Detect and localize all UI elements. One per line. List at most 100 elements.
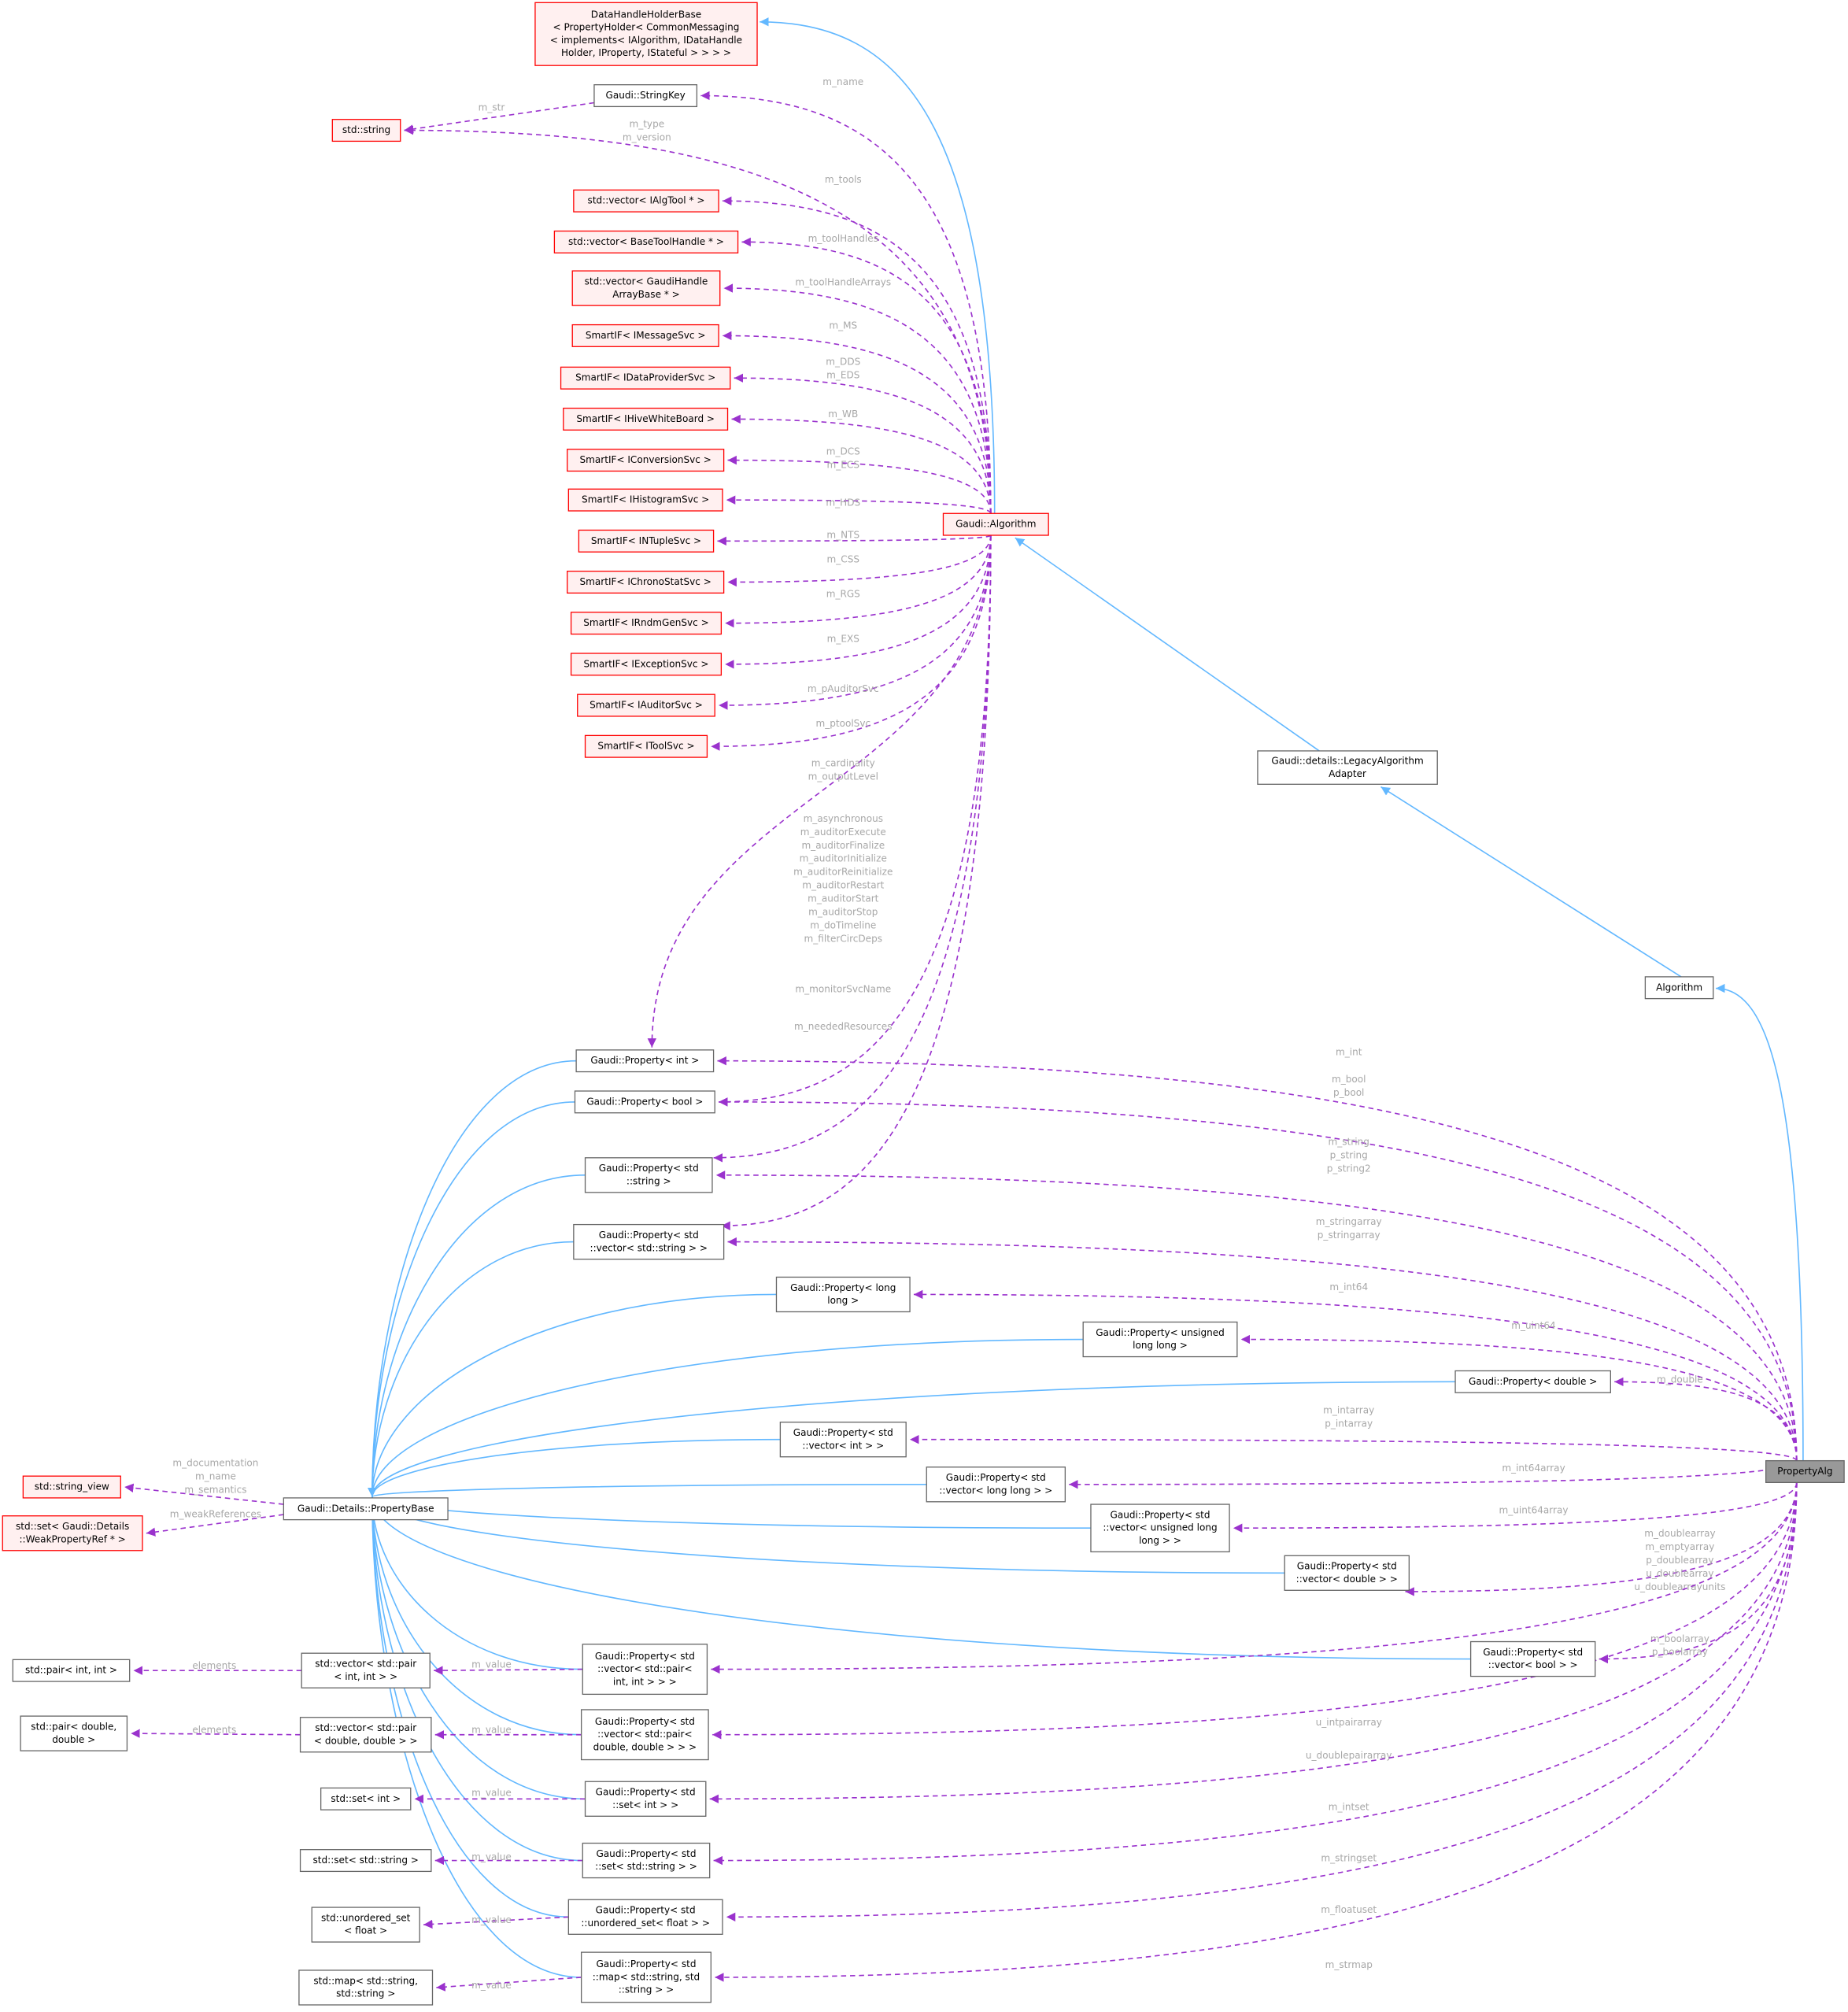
- class-node[interactable]: [301, 1652, 431, 1688]
- member-edge: [423, 1916, 569, 1929]
- class-label: Gaudi::Property< std: [599, 1230, 699, 1241]
- member-edge: [711, 1482, 1798, 1740]
- class-node[interactable]: [584, 1781, 707, 1817]
- class-node[interactable]: [567, 570, 725, 594]
- class-node[interactable]: [578, 529, 715, 553]
- class-node[interactable]: [570, 653, 723, 676]
- class-node[interactable]: [320, 1787, 412, 1810]
- class-node[interactable]: [571, 324, 719, 347]
- class-label: SmartIF< IRndmGenSvc >: [583, 617, 709, 628]
- class-label: Gaudi::Property< std: [1111, 1509, 1210, 1520]
- class-label: < double, double > >: [314, 1735, 418, 1746]
- class-node[interactable]: [942, 512, 1049, 536]
- class-node[interactable]: [560, 366, 731, 390]
- class-node[interactable]: [580, 1709, 709, 1761]
- class-node[interactable]: [563, 407, 729, 431]
- class-label: ::vector< std::pair<: [597, 1729, 692, 1740]
- class-node[interactable]: [567, 488, 723, 512]
- class-node[interactable]: [775, 1276, 911, 1313]
- member-edge: [647, 534, 992, 1048]
- edge-label: m_RGS: [826, 588, 860, 599]
- class-node[interactable]: [20, 1715, 128, 1751]
- class-node[interactable]: [567, 1899, 723, 1935]
- member-edge: [725, 534, 992, 628]
- edge-label: m_bool: [1332, 1074, 1366, 1085]
- member-edge: [1599, 1482, 1798, 1664]
- class-label: std::string >: [336, 1988, 395, 1999]
- member-edge: [146, 1514, 284, 1537]
- member-edge: [717, 1056, 1798, 1461]
- class-node[interactable]: [12, 1659, 131, 1682]
- class-node[interactable]: [1284, 1555, 1410, 1591]
- edge-label: m_uint64: [1511, 1320, 1555, 1331]
- member-edge: [713, 534, 992, 1163]
- member-edge: [1233, 1482, 1798, 1533]
- class-node[interactable]: [299, 1717, 432, 1753]
- class-node[interactable]: [571, 270, 721, 306]
- class-label: Gaudi::Property< std: [793, 1427, 893, 1438]
- class-node[interactable]: [311, 1907, 420, 1943]
- class-node[interactable]: [575, 1049, 715, 1073]
- class-node[interactable]: [567, 449, 725, 472]
- class-node[interactable]: [582, 1644, 708, 1696]
- edge-label: m_floatuset: [1321, 1904, 1377, 1915]
- class-node[interactable]: [298, 1969, 434, 2006]
- class-node[interactable]: [926, 1466, 1066, 1503]
- edge-label: elements: [192, 1725, 236, 1736]
- class-node[interactable]: [1644, 976, 1714, 1000]
- class-node[interactable]: [580, 1951, 711, 2003]
- member-edge: [715, 1171, 1798, 1461]
- class-node[interactable]: [570, 612, 723, 635]
- inheritance-edge: [1015, 537, 1320, 752]
- class-node[interactable]: [584, 1157, 713, 1193]
- class-label: std::pair< double,: [31, 1721, 116, 1732]
- class-label: std::vector< BaseToolHandle * >: [568, 236, 724, 247]
- edge-label: m_stringset: [1321, 1853, 1377, 1864]
- inheritance-edge: [368, 1293, 777, 1497]
- inheritance-edge: [1716, 983, 1804, 1461]
- edge-label: m_value: [471, 1914, 512, 1925]
- class-node[interactable]: [1257, 750, 1438, 785]
- class-node[interactable]: [22, 1475, 121, 1499]
- edge-label: m_auditorReinitialize: [793, 867, 893, 878]
- edge-label: m_doublearray: [1644, 1528, 1715, 1539]
- class-label: long > >: [1139, 1535, 1181, 1546]
- class-node[interactable]: [553, 230, 739, 253]
- edge-label: m_semantics: [184, 1484, 246, 1495]
- class-node[interactable]: [2, 1515, 143, 1552]
- class-node[interactable]: [574, 1090, 715, 1114]
- class-node[interactable]: [331, 119, 401, 142]
- class-label: std::vector< std::pair: [315, 1659, 416, 1670]
- member-edge: [404, 102, 595, 134]
- class-node[interactable]: [779, 1422, 907, 1458]
- class-node[interactable]: [1082, 1321, 1238, 1358]
- class-label: std::set< int >: [331, 1793, 401, 1804]
- class-node[interactable]: [1454, 1370, 1611, 1393]
- class-label: < PropertyHolder< CommonMessaging: [553, 22, 740, 33]
- edge-label: m_filterCircDeps: [804, 933, 882, 944]
- member-edge: [1069, 1460, 1798, 1489]
- class-label: Gaudi::Property< std: [1297, 1561, 1397, 1572]
- edge-label: m_auditorInitialize: [800, 853, 887, 864]
- edge-label: m_auditorExecute: [800, 827, 886, 838]
- class-node[interactable]: [534, 2, 758, 66]
- class-label: < float >: [344, 1925, 387, 1936]
- class-label: Gaudi::Property< std: [596, 1958, 696, 1969]
- edge-label: m_outputLevel: [808, 771, 878, 782]
- class-node[interactable]: [299, 1849, 432, 1873]
- class-node[interactable]: [1090, 1503, 1230, 1553]
- class-node[interactable]: [1469, 1640, 1596, 1677]
- class-node[interactable]: [283, 1497, 449, 1521]
- class-node[interactable]: [582, 1842, 711, 1879]
- inheritance-edge: [368, 1438, 781, 1497]
- class-node[interactable]: [577, 693, 715, 717]
- class-node[interactable]: [584, 734, 708, 758]
- class-node[interactable]: [573, 1223, 725, 1260]
- class-label: std::pair< int, int >: [25, 1665, 117, 1676]
- class-label: ::vector< long long > >: [939, 1485, 1052, 1496]
- member-edge: [719, 534, 992, 710]
- class-label: Gaudi::Property< std: [946, 1472, 1046, 1483]
- class-node[interactable]: [593, 84, 698, 108]
- edge-label: m_weakReferences: [170, 1509, 261, 1520]
- class-node[interactable]: [573, 189, 719, 213]
